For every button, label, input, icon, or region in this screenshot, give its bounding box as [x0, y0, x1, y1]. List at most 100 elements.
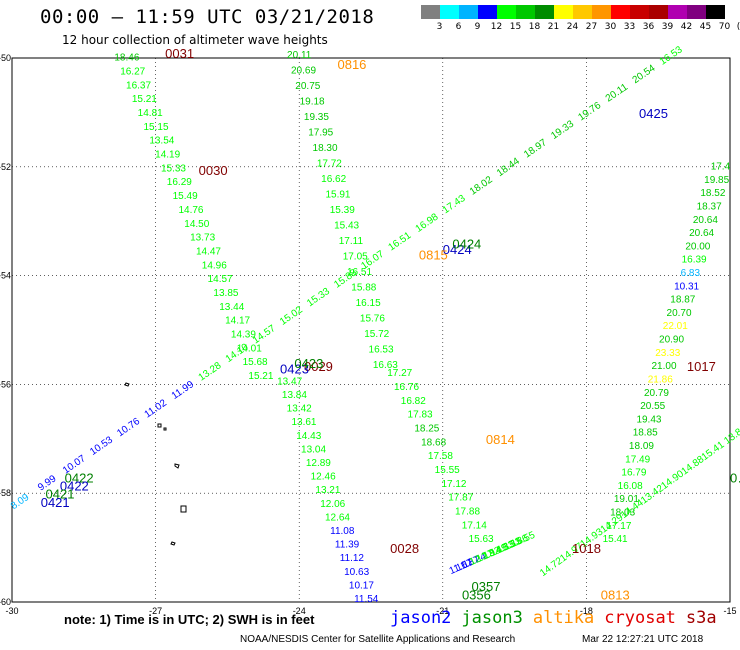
wave-height-label: 13.54: [149, 136, 174, 147]
wave-height-label: 13.73: [190, 233, 215, 244]
wave-height-label: 17.83: [408, 410, 433, 421]
wave-height-label: 19.35: [304, 112, 329, 123]
pass-id: 0423: [294, 356, 323, 371]
wave-height-label: 14.76: [178, 205, 203, 216]
wave-height-label: 23.33: [655, 348, 680, 359]
wave-height-label: 11.39: [335, 540, 360, 551]
altimeter-tracks: 18.46 16.27 16.37 15.21 14.81 15.15 13.54 14.19…: [9, 44, 740, 605]
wave-height-label: 18.25: [414, 424, 439, 435]
wave-height-label: 11.08: [330, 526, 355, 537]
wave-height-label: 20.64: [689, 228, 714, 239]
pass-id: 0423: [280, 362, 309, 377]
axis-tick-labels: -30 -27 -24 -21 -18 -15 -50 -52 -54 -56 -58 -60: [0, 53, 737, 616]
wave-height-label: 18.87: [670, 295, 695, 306]
wave-height-label: 18.02: [468, 174, 495, 197]
wave-height-label: 15.72: [364, 329, 389, 340]
wave-height-label: 19.43: [636, 414, 661, 425]
pass-id: 0425: [639, 106, 668, 121]
island-shape: [124, 382, 130, 387]
wave-height-label: 17.87: [448, 493, 473, 504]
wave-height-label: 19.85: [704, 175, 729, 186]
island-shape: [170, 541, 176, 546]
wave-height-label: 15.55: [510, 530, 538, 550]
wave-height-label: 16.62: [321, 174, 346, 185]
color-tick-label: 18: [528, 22, 541, 32]
wave-height-label: 17.11: [339, 236, 364, 247]
wave-height-label: 14.43: [296, 431, 321, 442]
lat-tick-label: -54: [0, 271, 11, 281]
wave-height-label: 15.49: [173, 191, 198, 202]
legend-s3a: s3a: [685, 608, 717, 628]
wave-height-label: 20.70: [667, 308, 692, 319]
wave-height-label: 17.05: [343, 252, 368, 263]
wave-height-label: 12.06: [320, 499, 345, 510]
color-swatch: [421, 5, 440, 19]
color-swatch: [668, 5, 687, 19]
wave-height-label: 13.47: [277, 376, 302, 387]
legend-cryosat: cryosat: [604, 608, 676, 628]
pass-id: 0816: [337, 57, 366, 72]
island-shape: [174, 463, 180, 469]
lon-tick-label: -24: [293, 606, 306, 616]
wave-height-label: 18.30: [313, 143, 338, 154]
wave-height-label: 16.08: [618, 481, 643, 492]
wave-height-label: 18.68: [421, 437, 446, 448]
color-swatch: [516, 5, 535, 19]
color-tick-label: 15: [509, 22, 522, 32]
wave-height-label: 20.54: [631, 63, 658, 86]
wave-height-label: 13.61: [291, 417, 316, 428]
wave-height-label: 20.75: [295, 81, 320, 92]
wave-height-label: 15.02: [278, 304, 305, 327]
wave-height-label: 13.04: [301, 444, 326, 455]
wave-height-label: 16.51: [386, 230, 413, 253]
color-tick-label: 3: [436, 22, 443, 32]
wave-height-label: 15.39: [330, 205, 355, 216]
color-tick-label: 12: [490, 22, 503, 32]
footnote: note: 1) Time is in UTC; 2) SWH is in fe…: [64, 612, 315, 627]
wave-height-label: 13.85: [213, 288, 238, 299]
wave-height-label: 20.11: [287, 50, 312, 61]
wave-height-label: 17.72: [317, 159, 342, 170]
lon-tick-label: -27: [149, 606, 162, 616]
color-swatch: [573, 5, 592, 19]
wave-height-label: 22.01: [663, 321, 688, 332]
wave-height-label: 20.90: [659, 335, 684, 346]
wave-height-label: 15.33: [161, 163, 186, 174]
wave-height-label: 13.44: [219, 302, 244, 313]
color-tick-label: 36: [642, 22, 655, 32]
wave-height-label: 15.41: [603, 534, 628, 545]
lat-tick-label: -58: [0, 488, 11, 498]
color-swatch: [630, 5, 649, 19]
color-swatch: [687, 5, 706, 19]
pass-id: 0422: [60, 478, 89, 493]
wave-height-label: 16.63: [373, 360, 398, 371]
wave-height-label: 12.64: [325, 512, 350, 523]
wave-height-label: 17.27: [387, 368, 412, 379]
color-swatch: [592, 5, 611, 19]
color-tick-label: 9: [474, 22, 481, 32]
map-title: 00:00 – 11:59 UTC 03/21/2018: [40, 6, 375, 28]
wave-height-label: 13.84: [282, 390, 307, 401]
wave-height-label: 20.69: [291, 66, 316, 77]
wave-height-label: 14.01: [237, 343, 262, 354]
wave-height-label: 20.55: [640, 401, 665, 412]
wave-height-label: 14.39: [231, 329, 256, 340]
lon-tick-label: -30: [5, 606, 18, 616]
wave-height-label: 15.43: [334, 221, 359, 232]
wave-height-label: 19.33: [549, 118, 576, 141]
pass-id: 0424: [443, 242, 472, 257]
wave-height-label: 18.44: [495, 156, 522, 179]
wave-height-label: 16.27: [120, 67, 145, 78]
map-subtitle: 12 hour collection of altimeter wave hei…: [62, 33, 328, 47]
lat-tick-label: -60: [0, 597, 11, 607]
wave-height-label: 18.85: [633, 428, 658, 439]
lon-tick-label: -21: [436, 606, 449, 616]
wave-height-label: 18.46: [114, 53, 139, 64]
wave-height-label: 20.79: [644, 388, 669, 399]
wave-height-label: 15.63: [469, 534, 494, 545]
wave-height-label: 18.52: [700, 188, 725, 199]
wave-height-label: 16.53: [658, 44, 685, 67]
pass-id: 0424: [452, 236, 481, 251]
wave-height-label: 15.55: [435, 465, 460, 476]
